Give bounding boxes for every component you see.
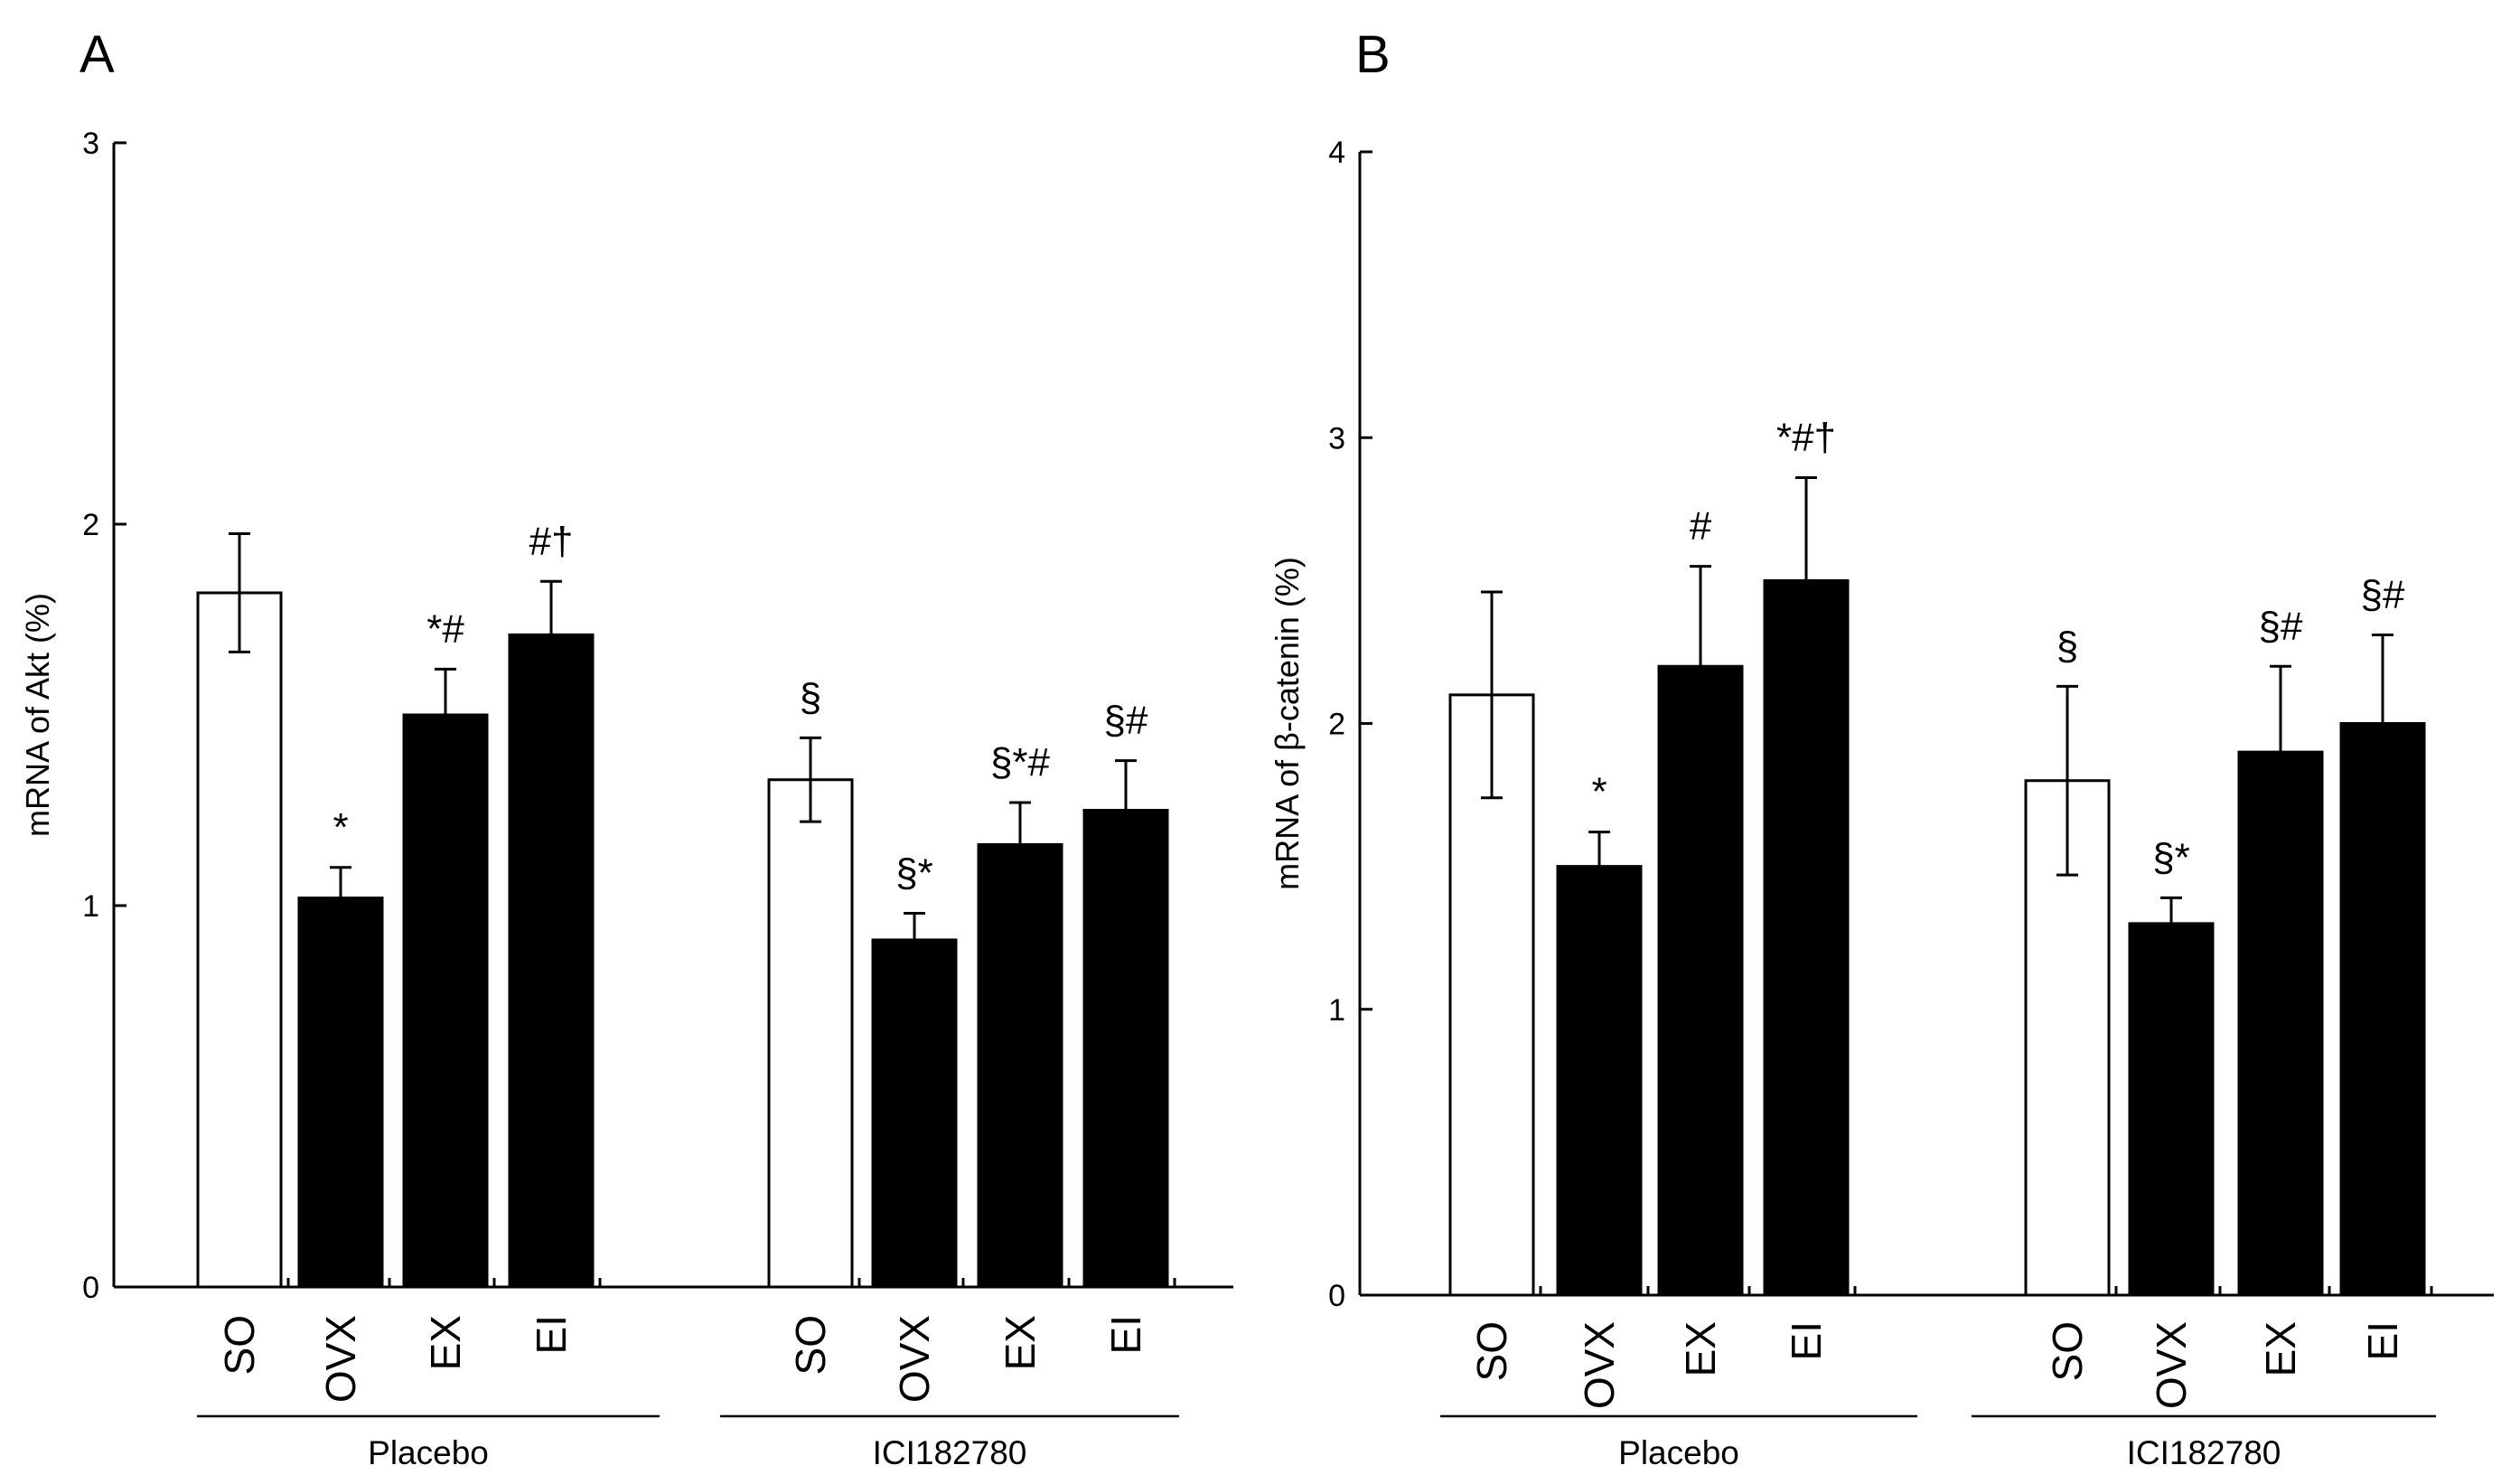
bar-so	[196, 591, 283, 1289]
significance-annotation: §#	[1104, 699, 1148, 743]
y-tick-label: 2	[82, 508, 99, 542]
bar-so	[767, 778, 854, 1289]
y-axis-label: mRNA of β-catenin (%)	[1269, 557, 1306, 890]
category-label: OVX	[1576, 1321, 1623, 1409]
y-axis-label: mRNA of Akt (%)	[19, 593, 56, 837]
y-tick-label: 0	[82, 1271, 99, 1305]
significance-annotation: #†	[529, 519, 574, 563]
bar-ex	[402, 713, 489, 1289]
category-label: EX	[422, 1315, 469, 1370]
panel-label: A	[80, 25, 115, 84]
bar-ex	[977, 842, 1063, 1289]
group-label: Placebo	[368, 1434, 489, 1471]
significance-annotation: §*	[895, 850, 933, 895]
bar-ei	[508, 633, 595, 1289]
y-tick-label: 3	[82, 127, 99, 161]
significance-annotation: *	[333, 805, 348, 850]
bar-ovx	[2128, 922, 2215, 1297]
category-label: EX	[997, 1315, 1044, 1370]
group-label: ICI182780	[2127, 1434, 2281, 1471]
significance-annotation: *#†	[1776, 416, 1836, 460]
significance-annotation: §#	[2361, 572, 2405, 616]
y-tick-label: 1	[1328, 993, 1345, 1028]
category-label: OVX	[2148, 1321, 2195, 1409]
category-label: EX	[1677, 1321, 1724, 1376]
bar-ovx	[297, 897, 384, 1289]
significance-annotation: §*	[2152, 835, 2190, 879]
group-label: ICI182780	[873, 1434, 1027, 1471]
group-label: Placebo	[1618, 1434, 1739, 1471]
category-label: EI	[528, 1315, 575, 1354]
significance-annotation: §	[800, 675, 821, 719]
y-tick-label: 1	[82, 889, 99, 924]
y-tick-label: 2	[1328, 708, 1345, 742]
significance-annotation: *#	[426, 606, 464, 651]
category-label: EI	[1102, 1315, 1149, 1354]
chart-panel-a: A 0 1 2 3 mRNA of Akt (%) SO * OVX *# EX #† EI Placeb…	[19, 25, 1233, 1471]
bar-ei	[2339, 722, 2426, 1297]
category-label: SO	[2044, 1321, 2091, 1381]
significance-annotation: §*#	[990, 740, 1051, 784]
y-tick-label: 0	[1328, 1279, 1345, 1313]
bar-ovx	[871, 938, 958, 1289]
panel-label: B	[1355, 25, 1391, 84]
chart-panel-b: B 0 1 2 3 4 mRNA of β-catenin (%) SO * OVX # EX *#† E…	[1269, 25, 2494, 1471]
y-tick-label: 4	[1328, 136, 1345, 170]
bar-ex	[1657, 664, 1744, 1297]
bar-ex	[2237, 750, 2324, 1297]
category-label: EI	[2359, 1321, 2406, 1360]
category-label: EI	[1783, 1321, 1830, 1360]
category-label: SO	[787, 1315, 834, 1375]
bar-ei	[1082, 809, 1169, 1289]
significance-annotation: §	[2056, 624, 2078, 668]
bar-ovx	[1556, 865, 1643, 1297]
bar-ei	[1763, 578, 1850, 1297]
category-label: SO	[1468, 1321, 1515, 1381]
significance-annotation: *	[1591, 770, 1607, 814]
significance-annotation: #	[1690, 504, 1712, 549]
category-label: SO	[216, 1315, 263, 1375]
category-label: OVX	[317, 1315, 364, 1403]
category-label: EX	[2257, 1321, 2304, 1376]
significance-annotation: §#	[2259, 604, 2303, 648]
category-label: OVX	[891, 1315, 938, 1403]
y-tick-label: 3	[1328, 421, 1345, 456]
